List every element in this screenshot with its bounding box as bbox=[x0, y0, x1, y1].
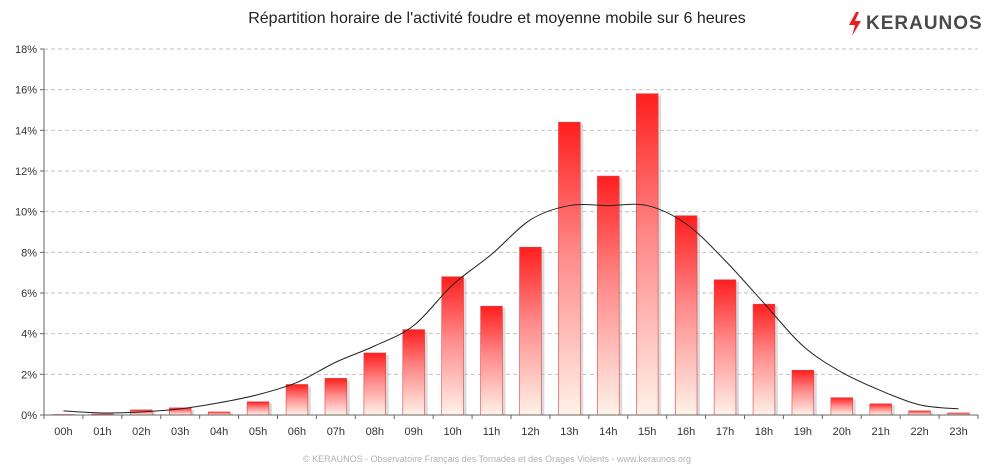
bar bbox=[402, 329, 425, 416]
bar bbox=[791, 369, 815, 416]
bar bbox=[636, 93, 659, 416]
x-tick-label: 15h bbox=[638, 426, 656, 438]
x-tick-label: 11h bbox=[483, 426, 501, 438]
moving-average-line bbox=[63, 203, 959, 414]
chart-title: Répartition horaire de l'activité foudre… bbox=[248, 10, 746, 27]
x-tick-label: 03h bbox=[171, 426, 189, 438]
bar bbox=[519, 246, 542, 416]
y-tick-label: 4% bbox=[21, 329, 37, 341]
x-tick-label: 23h bbox=[949, 426, 967, 438]
y-tick-label: 6% bbox=[21, 288, 37, 300]
bar bbox=[363, 352, 386, 416]
x-tick-label: 04h bbox=[210, 426, 228, 438]
bar bbox=[674, 215, 698, 416]
bar bbox=[830, 397, 853, 416]
y-tick-label: 14% bbox=[15, 125, 37, 137]
x-tick-label: 17h bbox=[716, 426, 734, 438]
x-tick-label: 07h bbox=[327, 426, 345, 438]
x-tick-label: 10h bbox=[443, 426, 461, 438]
x-tick-label: 18h bbox=[755, 426, 773, 438]
bar bbox=[246, 401, 270, 416]
x-tick-label: 06h bbox=[288, 426, 306, 438]
copyright-footer: © KERAUNOS - Observatoire Français des T… bbox=[303, 454, 691, 464]
y-tick-label: 8% bbox=[21, 247, 37, 259]
bar bbox=[558, 121, 581, 416]
x-tick-label: 02h bbox=[132, 426, 150, 438]
axes: 0% 2% 4% 6% 8% 10% 12% 14% 16% 18% 00h 01h 02h 03h 04h… bbox=[15, 44, 979, 438]
bar bbox=[752, 303, 776, 416]
bars bbox=[52, 93, 973, 416]
y-tick-label: 12% bbox=[15, 166, 37, 178]
logo-text: KERAUNOS bbox=[866, 13, 983, 34]
x-tick-label: 16h bbox=[677, 426, 695, 438]
x-tick-label: 09h bbox=[405, 426, 423, 438]
bar bbox=[285, 384, 309, 416]
x-tick-label: 14h bbox=[599, 426, 617, 438]
y-tick-label: 2% bbox=[21, 369, 37, 381]
y-tick-label: 10% bbox=[15, 207, 37, 219]
bar bbox=[869, 403, 892, 416]
keraunos-logo: KERAUNOS bbox=[848, 12, 983, 36]
bar bbox=[324, 378, 348, 416]
x-tick-label: 19h bbox=[794, 426, 812, 438]
x-tick-label: 22h bbox=[910, 426, 928, 438]
y-tick-label: 16% bbox=[15, 85, 37, 97]
bar bbox=[480, 305, 503, 416]
grid bbox=[44, 48, 978, 375]
lightning-bolt-icon bbox=[849, 12, 861, 36]
x-tick-label: 20h bbox=[833, 426, 851, 438]
x-tick-label: 05h bbox=[249, 426, 267, 438]
x-tick-label: 01h bbox=[93, 426, 111, 438]
x-tick-label: 13h bbox=[560, 426, 578, 438]
y-tick-label: 18% bbox=[15, 44, 37, 56]
moving-average bbox=[63, 203, 959, 414]
y-tick-label: 0% bbox=[21, 410, 37, 422]
x-tick-label: 21h bbox=[872, 426, 890, 438]
bar bbox=[713, 279, 737, 416]
x-tick-label: 00h bbox=[54, 426, 72, 438]
bar bbox=[441, 276, 464, 416]
x-tick-label: 08h bbox=[366, 426, 384, 438]
bar bbox=[908, 410, 931, 416]
bar bbox=[597, 175, 620, 416]
x-tick-label: 12h bbox=[521, 426, 539, 438]
